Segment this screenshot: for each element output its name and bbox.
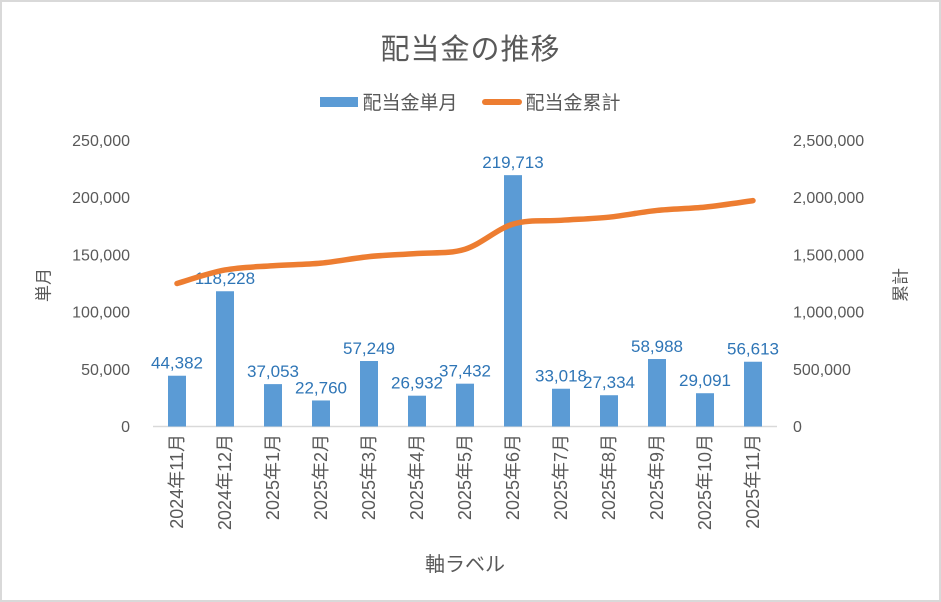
right-axis-tick: 2,000,000 <box>793 190 864 207</box>
bar-series-swatch <box>320 96 359 107</box>
category-label: 2025年7月 <box>551 434 571 520</box>
legend-item-monthly[interactable]: 配当金単月 <box>320 88 458 115</box>
left-axis-tick: 50,000 <box>81 362 130 379</box>
left-axis-tick: 200,000 <box>72 190 130 207</box>
bar[interactable] <box>600 395 618 427</box>
cumulative-line[interactable] <box>174 197 756 287</box>
category-label: 2025年9月 <box>647 434 667 520</box>
bar-value-label: 219,713 <box>482 153 543 172</box>
chart-title[interactable]: 配当金の推移 <box>380 34 561 66</box>
category-label: 2024年12月 <box>215 434 235 530</box>
bar[interactable] <box>264 384 282 427</box>
right-axis-tick: 500,000 <box>793 362 851 379</box>
bar[interactable] <box>744 361 762 427</box>
category-label: 2025年4月 <box>407 434 427 520</box>
bar[interactable] <box>216 291 234 427</box>
legend-item-cumulative[interactable]: 配当金累計 <box>481 88 621 115</box>
line-series-swatch <box>481 98 522 105</box>
bar-value-label: 22,760 <box>295 378 347 397</box>
bar[interactable] <box>360 361 378 427</box>
right-axis-tick: 1,500,000 <box>793 247 864 264</box>
bar-value-label: 44,382 <box>151 354 203 373</box>
bar-value-label: 27,334 <box>583 373 635 392</box>
category-label: 2025年10月 <box>695 434 715 530</box>
bar[interactable] <box>168 375 186 427</box>
bar[interactable] <box>648 359 666 427</box>
bar-value-label: 57,249 <box>343 339 395 358</box>
bar[interactable] <box>696 393 714 427</box>
bar[interactable] <box>312 400 330 427</box>
legend-label-cumulative: 配当金累計 <box>525 93 621 114</box>
bar-value-label: 26,932 <box>391 374 443 393</box>
left-axis-tick: 100,000 <box>72 305 130 322</box>
bar-value-label: 37,432 <box>439 362 491 381</box>
bar[interactable] <box>504 175 522 427</box>
bar-value-label: 56,613 <box>727 340 779 359</box>
left-axis-tick: 150,000 <box>72 247 130 264</box>
category-label: 2025年2月 <box>311 434 331 520</box>
legend-label-monthly: 配当金単月 <box>362 93 458 114</box>
category-label: 2025年1月 <box>263 434 283 520</box>
category-label: 2025年8月 <box>599 434 619 520</box>
bar[interactable] <box>552 388 570 427</box>
category-label: 2024年11月 <box>167 434 187 529</box>
category-label: 2025年3月 <box>359 434 379 520</box>
bar[interactable] <box>456 383 474 427</box>
bar-value-label: 33,018 <box>535 367 587 386</box>
bar-value-label: 37,053 <box>247 362 299 381</box>
right-axis-tick: 0 <box>793 419 802 436</box>
x-axis-title: 軸ラベル <box>425 554 505 576</box>
bar-value-label: 58,988 <box>631 337 683 356</box>
bar[interactable] <box>408 395 426 427</box>
legend: 配当金単月 配当金累計 <box>2 88 939 115</box>
category-label: 2025年6月 <box>503 434 523 520</box>
right-axis-tick: 2,500,000 <box>793 133 864 150</box>
left-axis-tick: 250,000 <box>72 133 130 150</box>
left-axis-tick: 0 <box>121 419 130 436</box>
category-label: 2025年5月 <box>455 434 475 520</box>
bar-value-label: 29,091 <box>679 371 731 390</box>
category-label: 2025年11月 <box>743 434 763 529</box>
right-axis-tick: 1,000,000 <box>793 305 864 322</box>
